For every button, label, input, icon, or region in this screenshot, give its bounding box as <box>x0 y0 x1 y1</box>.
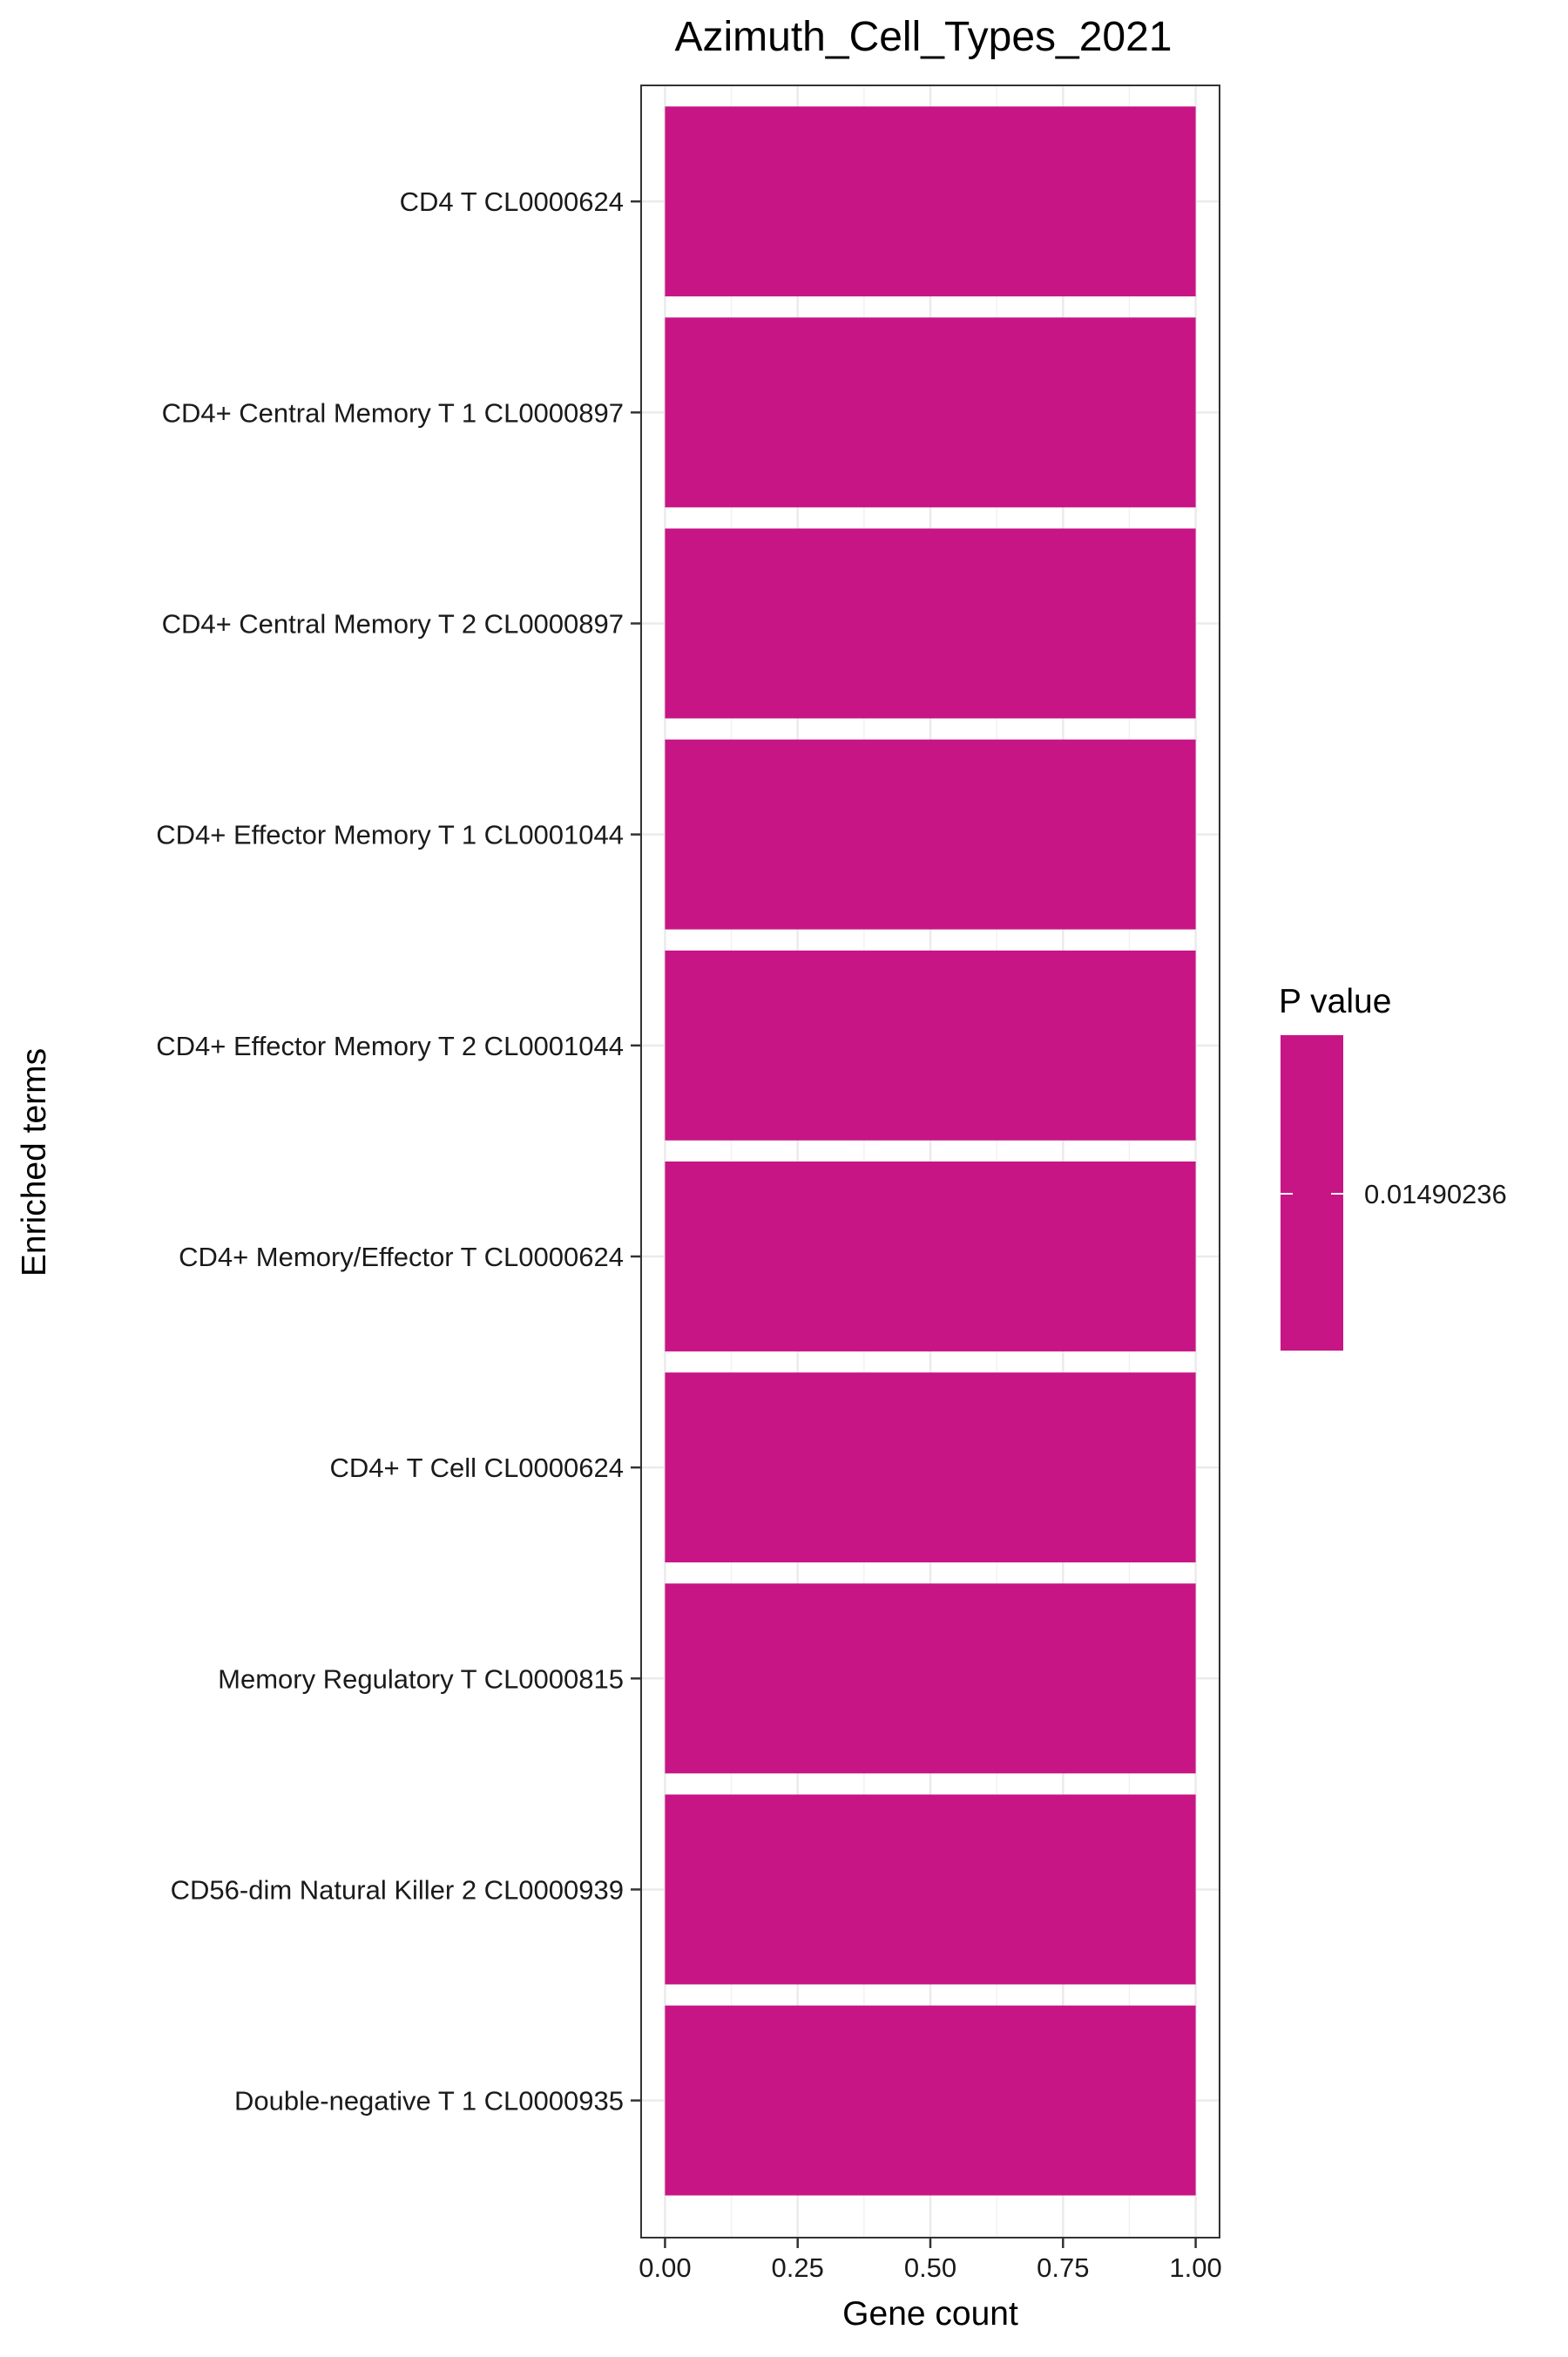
legend-label: 0.01490236 <box>1364 1179 1507 1209</box>
bar <box>665 106 1196 297</box>
bar <box>665 950 1196 1141</box>
y-axis-title: Enriched terms <box>16 1048 53 1277</box>
x-axis: 0.00 0.25 0.50 0.75 1.00 <box>639 2238 1222 2283</box>
y-tick-label: CD4+ Effector Memory T 1 CL0001044 <box>156 820 624 850</box>
y-tick-label: Memory Regulatory T CL0000815 <box>218 1663 624 1694</box>
bars <box>665 106 1196 2196</box>
bar <box>665 317 1196 508</box>
y-tick-label: Double-negative T 1 CL0000935 <box>234 2086 624 2117</box>
y-tick-label: CD56-dim Natural Killer 2 CL0000939 <box>171 1874 624 1905</box>
y-axis: CD4 T CL0000624 CD4+ Central Memory T 1 C… <box>156 186 641 2117</box>
bar <box>665 1794 1196 1985</box>
chart-title: Azimuth_Cell_Types_2021 <box>674 14 1172 60</box>
y-tick-label: CD4+ Central Memory T 2 CL0000897 <box>162 609 624 640</box>
bar <box>665 2005 1196 2196</box>
bar <box>665 739 1196 930</box>
bar <box>665 1162 1196 1351</box>
x-tick-label: 0.25 <box>772 2252 824 2283</box>
y-tick-label: CD4 T CL0000624 <box>400 186 624 217</box>
bar <box>665 528 1196 719</box>
y-tick-label: CD4+ Memory/Effector T CL0000624 <box>179 1242 624 1272</box>
legend: P value 0.01490236 <box>1279 983 1507 1351</box>
x-axis-title: Gene count <box>842 2295 1018 2333</box>
x-tick-label: 0.75 <box>1037 2252 1089 2283</box>
x-tick-label: 0.00 <box>639 2252 691 2283</box>
x-tick-label: 0.50 <box>904 2252 956 2283</box>
bar <box>665 1372 1196 1563</box>
y-tick-label: CD4+ T Cell CL0000624 <box>330 1453 625 1483</box>
legend-title: P value <box>1279 983 1391 1020</box>
x-tick-label: 1.00 <box>1169 2252 1221 2283</box>
y-tick-label: CD4+ Effector Memory T 2 CL0001044 <box>156 1031 624 1061</box>
bar <box>665 1583 1196 1774</box>
y-tick-label: CD4+ Central Memory T 1 CL0000897 <box>162 397 624 428</box>
